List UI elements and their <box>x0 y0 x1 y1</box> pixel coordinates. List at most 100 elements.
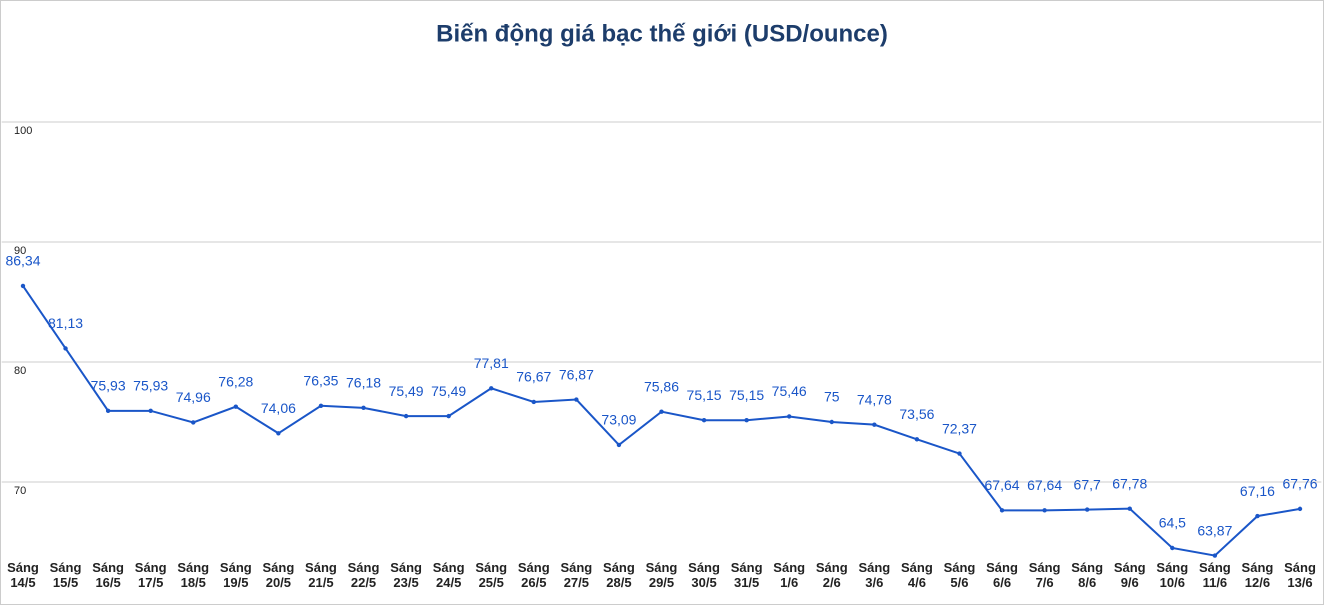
x-tick-label: Sáng 2/6 <box>816 560 848 590</box>
value-label: 73,56 <box>899 406 934 422</box>
y-tick-label: 100 <box>14 125 32 137</box>
y-tick-label: 70 <box>14 485 26 497</box>
value-label: 75,46 <box>772 383 807 399</box>
value-label: 75,49 <box>389 383 424 399</box>
value-label: 75,15 <box>687 387 722 403</box>
x-tick-label: Sáng 16/5 <box>92 560 124 590</box>
value-label: 73,09 <box>601 412 636 428</box>
x-tick-label: Sáng 8/6 <box>1071 560 1103 590</box>
x-tick-label: Sáng 11/6 <box>1199 560 1231 590</box>
point <box>914 437 920 442</box>
value-label: 67,7 <box>1074 476 1101 492</box>
point <box>148 408 153 414</box>
x-tick-label: Sáng 22/5 <box>348 560 380 590</box>
x-tick-label: Sáng 23/5 <box>390 560 422 590</box>
x-tick-label: Sáng 10/6 <box>1156 560 1188 590</box>
value-label: 76,35 <box>303 373 338 389</box>
x-tick-label: Sáng 29/5 <box>646 560 678 590</box>
point <box>744 418 749 423</box>
x-tick-label: Sáng 21/5 <box>305 560 337 590</box>
x-tick-label: Sáng 26/5 <box>518 560 550 590</box>
point <box>233 404 239 409</box>
x-tick-label: Sáng 15/5 <box>50 560 82 590</box>
value-label: 75,93 <box>91 378 126 394</box>
value-label: 74,96 <box>176 389 211 405</box>
value-label: 77,81 <box>474 355 509 371</box>
x-tick-label: Sáng 19/5 <box>220 560 252 590</box>
point <box>616 442 622 448</box>
point <box>1042 508 1047 513</box>
x-tick-label: Sáng 6/6 <box>986 560 1018 590</box>
y-tick-label: 80 <box>14 365 26 377</box>
x-tick-label: Sáng 30/5 <box>688 560 720 590</box>
value-label: 72,37 <box>942 420 977 436</box>
point <box>63 346 68 351</box>
value-label: 74,06 <box>261 400 296 416</box>
x-tick-label: Sáng 5/6 <box>944 560 976 590</box>
point <box>531 399 536 405</box>
value-label: 86,34 <box>5 253 40 269</box>
x-tick-label: Sáng 17/5 <box>135 560 167 590</box>
value-label: 67,64 <box>1027 477 1062 493</box>
x-tick-label: Sáng 12/6 <box>1242 560 1274 590</box>
point <box>1170 545 1175 551</box>
point <box>318 403 324 408</box>
value-label: 75,15 <box>729 387 764 403</box>
point <box>957 451 962 456</box>
x-tick-label: Sáng 1/6 <box>773 560 805 590</box>
point <box>403 413 409 419</box>
point <box>701 418 707 423</box>
value-label: 75 <box>824 389 840 405</box>
point <box>787 414 792 419</box>
value-label: 75,49 <box>431 383 466 399</box>
value-label: 64,5 <box>1159 515 1186 531</box>
x-tick-label: Sáng 31/5 <box>731 560 763 590</box>
chart-title: Biến động giá bạc thế giới (USD/ounce) <box>436 20 888 47</box>
point <box>659 409 664 414</box>
value-label: 76,87 <box>559 366 594 382</box>
point <box>489 386 494 391</box>
x-tick-label: Sáng 25/5 <box>475 560 507 590</box>
point <box>999 508 1005 513</box>
point <box>1255 513 1260 519</box>
x-tick-label: Sáng 14/5 <box>7 560 39 590</box>
value-label: 76,18 <box>346 375 381 391</box>
point <box>20 283 26 289</box>
value-label: 67,64 <box>985 477 1020 493</box>
x-tick-label: Sáng 27/5 <box>560 560 592 590</box>
value-label: 75,93 <box>133 378 168 394</box>
x-tick-label: Sáng 9/6 <box>1114 560 1146 590</box>
point <box>1297 506 1303 512</box>
point <box>276 431 281 436</box>
value-label: 76,67 <box>516 369 551 385</box>
point <box>574 397 579 402</box>
x-tick-label: Sáng 3/6 <box>858 560 890 590</box>
x-tick-label: Sáng 28/5 <box>603 560 635 590</box>
value-label: 81,13 <box>48 315 83 331</box>
value-label: 67,78 <box>1112 475 1147 491</box>
x-tick-label: Sáng 18/5 <box>177 560 209 590</box>
point <box>105 408 111 414</box>
point <box>361 405 366 411</box>
point <box>1084 507 1090 512</box>
value-label: 74,78 <box>857 391 892 407</box>
value-label: 63,87 <box>1197 522 1232 538</box>
point <box>1127 506 1132 511</box>
x-tick-label: Sáng 13/6 <box>1284 560 1316 590</box>
x-tick-label: Sáng 20/5 <box>262 560 294 590</box>
value-label: 67,16 <box>1240 483 1275 499</box>
x-tick-label: Sáng 4/6 <box>901 560 933 590</box>
point <box>446 413 451 419</box>
value-label: 67,76 <box>1282 476 1317 492</box>
x-tick-label: Sáng 7/6 <box>1029 560 1061 590</box>
point <box>872 422 877 427</box>
value-label: 75,86 <box>644 378 679 394</box>
point <box>191 420 196 425</box>
x-tick-label: Sáng 24/5 <box>433 560 465 590</box>
y-tick-label: 90 <box>14 245 26 257</box>
point <box>829 419 834 425</box>
value-label: 76,28 <box>218 373 253 389</box>
point <box>1212 553 1218 558</box>
